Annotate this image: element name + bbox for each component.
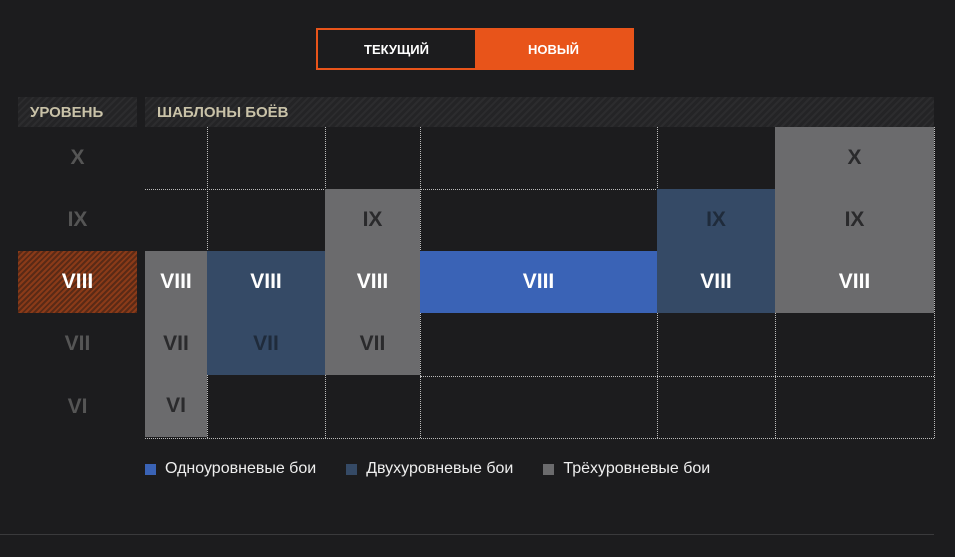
legend-three-tier: Трёхуровневые бои	[543, 460, 710, 478]
divider	[0, 534, 934, 535]
tier-label: VIII	[838, 270, 871, 293]
template-three-tier: X IX VIII	[775, 127, 934, 313]
level-viii-selected: VIII	[18, 251, 137, 313]
template-three-tier: IX VIII VII	[325, 189, 420, 375]
grid-line	[934, 127, 935, 438]
tier-label: X	[847, 146, 862, 169]
level-vii: VII	[64, 332, 91, 355]
tier-label: VIII	[160, 270, 192, 293]
grid-line	[145, 189, 934, 190]
template-one-tier: VIII	[420, 251, 657, 313]
tier-label: VII	[163, 332, 189, 355]
template-two-tier: VIII VII	[207, 251, 325, 375]
grid-line	[420, 376, 934, 377]
legend: Одноуровневые бои Двухуровневые бои Трёх…	[145, 460, 710, 478]
level-ix: IX	[67, 208, 88, 231]
legend-label: Трёхуровневые бои	[563, 460, 711, 477]
tier-label: VIII	[356, 270, 389, 293]
tier-label: VIII	[522, 270, 555, 293]
version-toggle: ТЕКУЩИЙ НОВЫЙ	[316, 28, 634, 70]
swatch-icon	[543, 463, 555, 475]
tier-label: VI	[166, 394, 186, 417]
template-two-tier: IX VIII	[657, 189, 775, 313]
level-header: УРОВЕНЬ	[18, 97, 137, 127]
templates-header: ШАБЛОНЫ БОЁВ	[145, 97, 934, 127]
current-tab[interactable]: ТЕКУЩИЙ	[364, 41, 429, 57]
level-x: X	[70, 146, 85, 169]
legend-label: Двухуровневые бои	[366, 460, 514, 477]
tier-label: VIII	[250, 270, 282, 293]
legend-one-tier: Одноуровневые бои	[145, 460, 316, 478]
tier-label: IX	[362, 208, 383, 231]
legend-label: Одноуровневые бои	[165, 460, 317, 477]
swatch-icon	[346, 463, 358, 475]
template-three-tier: VIII VII VI	[145, 251, 207, 437]
tier-label: IX	[844, 208, 865, 231]
swatch-icon	[145, 463, 156, 475]
grid-line	[145, 438, 934, 439]
new-tab[interactable]: НОВЫЙ	[475, 30, 632, 68]
tier-label: VII	[359, 332, 386, 355]
tier-label: IX	[706, 208, 726, 231]
tier-label: VII	[253, 332, 279, 355]
legend-two-tier: Двухуровневые бои	[346, 460, 513, 478]
level-vi: VI	[67, 395, 88, 418]
tier-label: VIII	[700, 270, 732, 293]
